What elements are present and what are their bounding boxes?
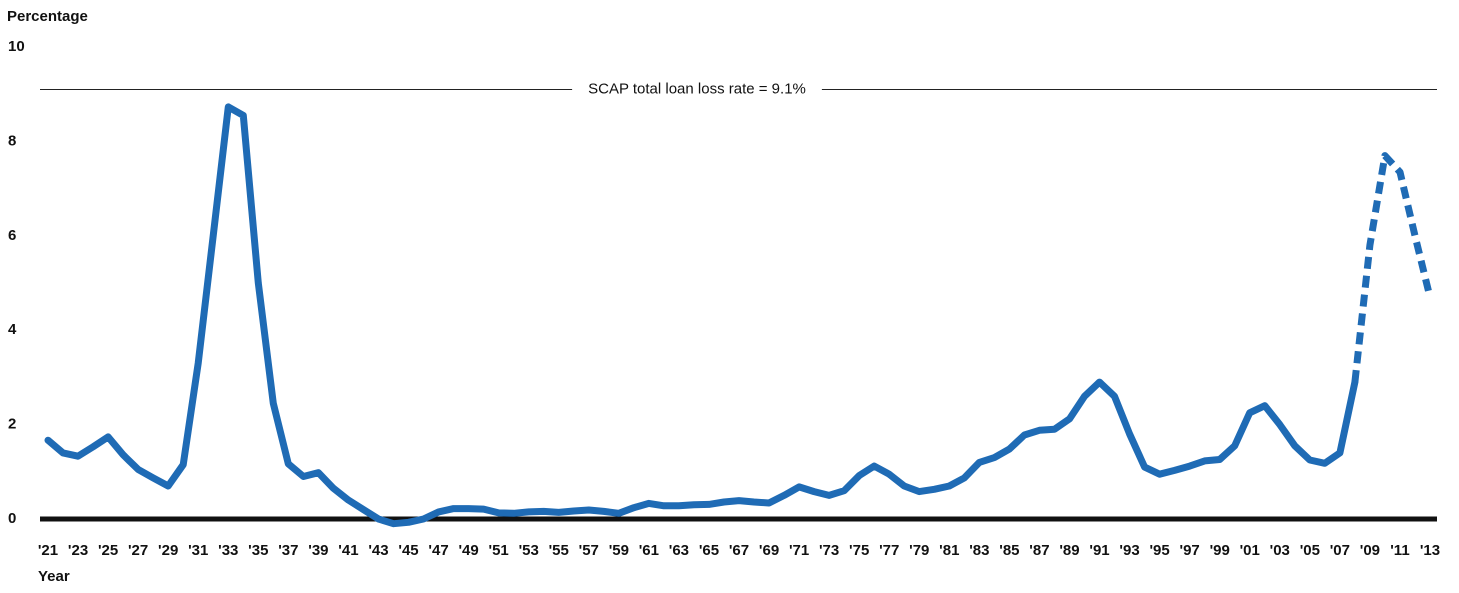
x-tick-label: '35 xyxy=(248,542,268,559)
x-tick-label: '71 xyxy=(789,542,809,559)
x-tick-label: '79 xyxy=(909,542,929,559)
x-tick-label: '25 xyxy=(98,542,118,559)
x-tick-label: '43 xyxy=(368,542,388,559)
x-tick-label: '59 xyxy=(609,542,629,559)
x-tick-label: '55 xyxy=(549,542,569,559)
x-tick-label: '05 xyxy=(1300,542,1320,559)
reference-label: SCAP total loan loss rate = 9.1% xyxy=(588,80,806,97)
x-tick-label: '65 xyxy=(699,542,719,559)
x-tick-label: '93 xyxy=(1119,542,1139,559)
x-tick-label: '07 xyxy=(1330,542,1350,559)
x-tick-label: '09 xyxy=(1360,542,1380,559)
x-tick-label: '99 xyxy=(1210,542,1230,559)
x-tick-label: '61 xyxy=(639,542,659,559)
x-tick-label: '11 xyxy=(1390,542,1409,559)
x-tick-label: '47 xyxy=(428,542,448,559)
y-tick-label: 6 xyxy=(8,227,16,244)
x-tick-label: '13 xyxy=(1420,542,1440,559)
x-tick-label: '03 xyxy=(1270,542,1290,559)
x-tick-label: '63 xyxy=(669,542,689,559)
x-tick-label: '89 xyxy=(1059,542,1079,559)
x-tick-label: '23 xyxy=(68,542,88,559)
x-tick-label: '73 xyxy=(819,542,839,559)
series-line xyxy=(44,103,1359,528)
y-tick-label: 0 xyxy=(8,510,16,527)
x-tick-label: '51 xyxy=(489,542,509,559)
x-tick-label: '81 xyxy=(939,542,959,559)
x-tick-label: '01 xyxy=(1240,542,1260,559)
y-tick-label: 2 xyxy=(8,416,16,433)
x-tick-label: '33 xyxy=(218,542,238,559)
x-tick-label: '49 xyxy=(458,542,478,559)
y-tick-label: 8 xyxy=(8,132,16,149)
x-tick-label: '31 xyxy=(188,542,208,559)
x-tick-label: '53 xyxy=(519,542,539,559)
x-tick-label: '87 xyxy=(1029,542,1049,559)
series-line xyxy=(1351,152,1434,383)
x-tick-label: '85 xyxy=(999,542,1019,559)
x-tick-label: '77 xyxy=(879,542,899,559)
x-tick-label: '39 xyxy=(308,542,328,559)
x-tick-label: '41 xyxy=(338,542,358,559)
y-axis-label: Percentage xyxy=(7,8,88,25)
x-tick-label: '83 xyxy=(969,542,989,559)
x-tick-label: '91 xyxy=(1089,542,1109,559)
x-tick-label: '37 xyxy=(278,542,298,559)
x-tick-label: '97 xyxy=(1180,542,1200,559)
y-tick-label: 10 xyxy=(8,38,25,55)
x-tick-label: '29 xyxy=(158,542,178,559)
x-axis-label: Year xyxy=(38,568,70,585)
x-tick-label: '67 xyxy=(729,542,749,559)
reference-label-bg xyxy=(572,79,822,100)
x-tick-label: '27 xyxy=(128,542,148,559)
x-tick-label: '45 xyxy=(398,542,418,559)
x-tick-label: '57 xyxy=(579,542,599,559)
x-tick-label: '75 xyxy=(849,542,869,559)
y-tick-label: 4 xyxy=(8,321,17,338)
x-tick-label: '95 xyxy=(1149,542,1169,559)
x-tick-label: '21 xyxy=(38,542,58,559)
x-tick-label: '69 xyxy=(759,542,779,559)
